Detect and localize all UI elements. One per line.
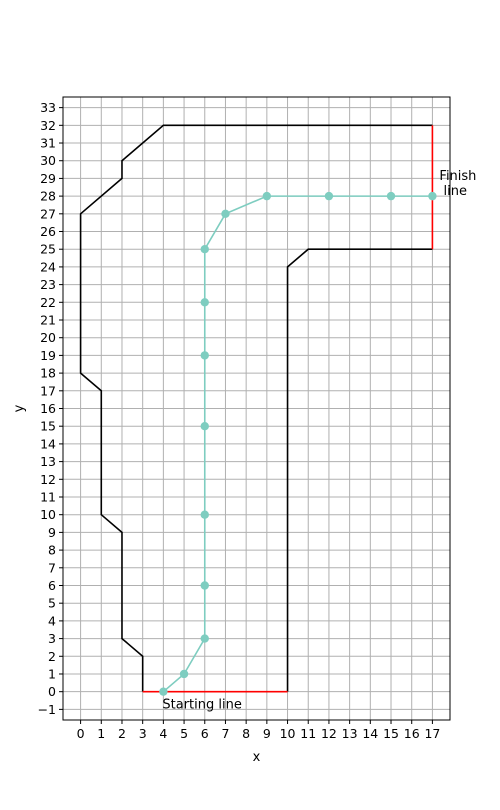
y-tick-label: 30 xyxy=(40,153,56,168)
trajectory-point xyxy=(428,192,436,200)
trajectory-point xyxy=(221,210,229,218)
x-tick-label: 1 xyxy=(97,726,105,741)
trajectory-point xyxy=(263,192,271,200)
y-tick-label: 28 xyxy=(40,189,56,204)
x-tick-label: 16 xyxy=(404,726,420,741)
y-tick-label: 2 xyxy=(48,649,56,664)
grid xyxy=(63,97,450,720)
y-tick-label: 14 xyxy=(40,436,56,451)
x-tick-label: 7 xyxy=(221,726,229,741)
x-tick-label: 0 xyxy=(77,726,85,741)
x-tick-label: 12 xyxy=(321,726,337,741)
y-tick-label: 7 xyxy=(48,560,56,575)
y-tick-label: 0 xyxy=(48,684,56,699)
x-tick-label: 10 xyxy=(280,726,296,741)
track-right-boundary xyxy=(288,249,433,691)
y-tick-label: 23 xyxy=(40,277,56,292)
x-tick-label: 15 xyxy=(383,726,399,741)
finish-label: Finish xyxy=(439,169,476,184)
y-tick-label: 17 xyxy=(40,383,56,398)
starting-line-label: Starting line xyxy=(162,698,241,713)
x-tick-label: 9 xyxy=(263,726,271,741)
x-tick-label: 3 xyxy=(139,726,147,741)
trajectory-point xyxy=(201,298,209,306)
trajectory-point xyxy=(201,422,209,430)
y-tick-label: 6 xyxy=(48,578,56,593)
y-tick-label: 20 xyxy=(40,330,56,345)
y-tick-label: 1 xyxy=(48,666,56,681)
y-tick-label: 22 xyxy=(40,295,56,310)
x-tick-label: 8 xyxy=(242,726,250,741)
x-tick-label: 5 xyxy=(180,726,188,741)
x-tick-label: 2 xyxy=(118,726,126,741)
x-tick-label: 14 xyxy=(362,726,378,741)
trajectory-point xyxy=(387,192,395,200)
y-tick-label: 29 xyxy=(40,171,56,186)
y-tick-label: 21 xyxy=(40,313,56,328)
y-tick-label: 12 xyxy=(40,472,56,487)
y-tick-label: 3 xyxy=(48,631,56,646)
y-tick-label: 9 xyxy=(48,525,56,540)
x-tick-label: 4 xyxy=(159,726,167,741)
y-tick-label: 10 xyxy=(40,507,56,522)
trajectory-point xyxy=(201,351,209,359)
x-tick-label: 17 xyxy=(424,726,440,741)
y-tick-label: 8 xyxy=(48,543,56,558)
y-tick-label: 16 xyxy=(40,401,56,416)
y-tick-label: 5 xyxy=(48,596,56,611)
y-tick-label: 13 xyxy=(40,454,56,469)
x-axis-label: x xyxy=(253,750,261,765)
y-tick-label: 18 xyxy=(40,366,56,381)
trajectory-point xyxy=(201,634,209,642)
y-tick-label: 33 xyxy=(40,100,56,115)
trajectory-point xyxy=(159,687,167,695)
trajectory-point xyxy=(201,581,209,589)
y-tick-label: 19 xyxy=(40,348,56,363)
y-tick-label: 31 xyxy=(40,136,56,151)
trajectory-point xyxy=(201,245,209,253)
y-tick-label: −1 xyxy=(38,702,56,717)
y-tick-label: 32 xyxy=(40,118,56,133)
y-tick-label: 26 xyxy=(40,224,56,239)
annotations: Starting line Finish line xyxy=(162,169,476,713)
x-tick-label: 11 xyxy=(300,726,316,741)
y-tick-label: 4 xyxy=(48,613,56,628)
y-tick-label: 27 xyxy=(40,206,56,221)
trajectory-point xyxy=(180,670,188,678)
x-tick-label: 6 xyxy=(201,726,209,741)
y-tick-label: 11 xyxy=(40,489,56,504)
y-tick-label: 24 xyxy=(40,259,56,274)
finish-line-label: line xyxy=(439,184,467,199)
trajectory-point xyxy=(325,192,333,200)
y-tick-label: 15 xyxy=(40,419,56,434)
x-tick-label: 13 xyxy=(342,726,358,741)
trajectory-point xyxy=(201,510,209,518)
y-axis-label: y xyxy=(12,404,27,412)
y-tick-label: 25 xyxy=(40,242,56,257)
